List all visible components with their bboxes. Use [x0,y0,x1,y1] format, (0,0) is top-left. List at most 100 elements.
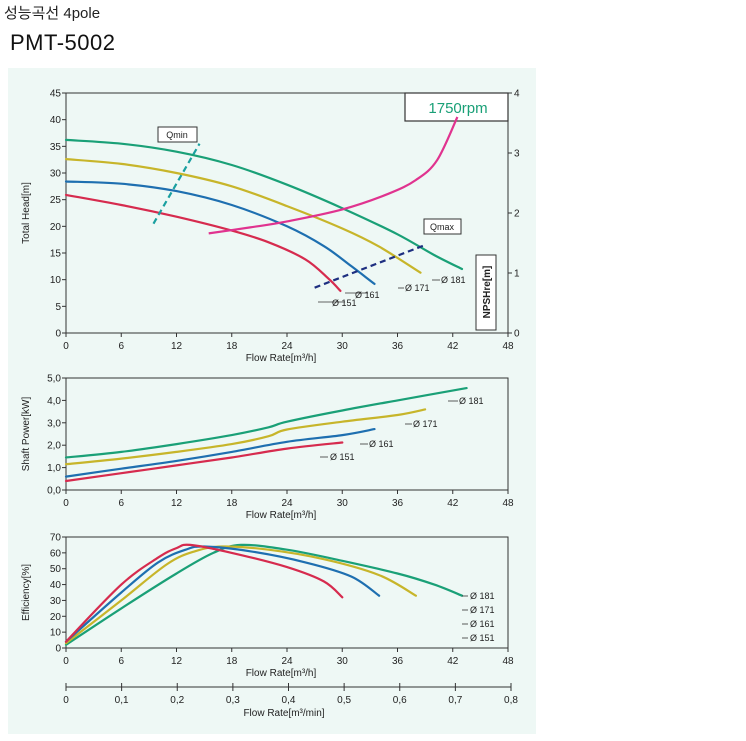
npsh-axis-label: NPSHre[m] [482,266,493,319]
efficiency-series-d181 [64,543,464,646]
x-tick-label: 0,5 [337,695,351,706]
efficiency-series-d151 [64,543,344,643]
power-series-d171 [64,408,427,466]
y-tick-label: 25 [50,195,62,206]
x-tick-label: 36 [392,341,404,352]
diameter-label: Ø 161 [470,619,495,629]
y-tick-label: 3,0 [47,418,61,429]
y2-tick-label: 1 [514,269,520,280]
x-tick-label: 18 [226,656,238,667]
diameter-label: Ø 161 [355,290,380,300]
x-tick-label: 24 [281,341,293,352]
y-tick-label: 40 [50,580,62,591]
power-series-d161 [64,428,376,478]
x-tick-label: 48 [502,498,514,509]
y-tick-label: 0,0 [47,486,61,497]
qmin-line [152,143,201,225]
head-series-d151 [64,193,342,292]
y-tick-label: 20 [50,222,62,233]
x-tick-label: 6 [118,498,124,509]
diameter-label: Ø 171 [413,419,438,429]
x-axis-label: Flow Rate[m³/h] [246,668,317,679]
rpm-box [404,92,509,122]
x-tick-label: 48 [502,341,514,352]
y-tick-label: 30 [50,169,62,180]
x-tick-label: 36 [392,498,404,509]
x-tick-label: 0,6 [393,695,407,706]
x-tick-label: 42 [447,341,459,352]
power-series-d151 [64,441,344,483]
y-tick-label: 4,0 [47,396,61,407]
y-tick-label: 40 [50,115,62,126]
y-tick-label: 1,0 [47,463,61,474]
x-tick-label: 0 [63,341,69,352]
y-tick-label: 0 [55,329,61,340]
y-tick-label: 70 [50,533,62,544]
y-tick-label: 30 [50,596,62,607]
x-tick-label: 48 [502,656,514,667]
x-tick-label: 0,3 [226,695,240,706]
diameter-label: Ø 181 [470,591,495,601]
diameter-label: Ø 181 [459,396,484,406]
x-tick-label: 30 [337,341,349,352]
x-tick-label: 24 [281,498,293,509]
diameter-label: Ø 161 [369,439,394,449]
npsh-curve [208,116,459,235]
x-tick-label: 42 [447,656,459,667]
x-tick-label: 12 [171,498,183,509]
x-tick-label: 18 [226,498,238,509]
qmin-label: Qmin [166,130,188,140]
y-axis-label: Total Head[m] [21,182,32,244]
page-subtitle: 성능곡선 4pole [4,5,101,22]
qmax-label-box [423,218,462,235]
x-tick-label: 42 [447,498,459,509]
diameter-label: Ø 171 [405,283,430,293]
y-tick-label: 10 [50,628,62,639]
y-tick-label: 15 [50,249,62,260]
x-tick-label: 0,1 [115,695,129,706]
head-series-d181 [64,138,464,271]
x-axis-label: Flow Rate[m³/h] [246,353,317,364]
x-tick-label: 30 [337,498,349,509]
y-tick-label: 0 [55,644,61,655]
x-tick-label: 0,2 [170,695,184,706]
y2-tick-label: 0 [514,329,520,340]
x-tick-label: 6 [118,341,124,352]
y-axis-label: Efficiency[%] [21,564,32,621]
qmax-label: Qmax [430,222,455,232]
power-series-d181 [64,387,468,459]
diameter-label: Ø 151 [470,633,495,643]
qmin-label-box [157,126,198,143]
head-series-d171 [64,158,422,274]
y-tick-label: 60 [50,548,62,559]
x-tick-label: 18 [226,341,238,352]
y-tick-label: 2,0 [47,441,61,452]
y-tick-label: 50 [50,564,62,575]
diameter-label: Ø 151 [330,452,355,462]
x-tick-label: 0,4 [282,695,296,706]
x-tick-label: 0 [63,695,69,706]
y-tick-label: 5 [55,302,61,313]
npsh-label-box [475,254,497,331]
y-tick-label: 20 [50,612,62,623]
y-axis-label: Shaft Power[kW] [21,397,32,472]
x-tick-label: 12 [171,341,183,352]
y2-tick-label: 3 [514,149,520,160]
diameter-label: Ø 181 [441,275,466,285]
x-tick-label: 30 [337,656,349,667]
x-tick-label: 0,7 [448,695,462,706]
x-tick-label: 12 [171,656,183,667]
y-tick-label: 45 [50,89,62,100]
diameter-label: Ø 151 [332,298,357,308]
x-axis-label: Flow Rate[m³/h] [246,510,317,521]
model-title: PMT-5002 [10,30,116,55]
x-tick-label: 36 [392,656,404,667]
rpm-label: 1750rpm [428,100,487,117]
x-tick-label: 0,8 [504,695,518,706]
x-tick-label: 0 [63,656,69,667]
y-tick-label: 10 [50,275,62,286]
x-axis-label: Flow Rate[m³/min] [243,708,324,719]
x-tick-label: 6 [118,656,124,667]
diameter-label: Ø 171 [470,605,495,615]
